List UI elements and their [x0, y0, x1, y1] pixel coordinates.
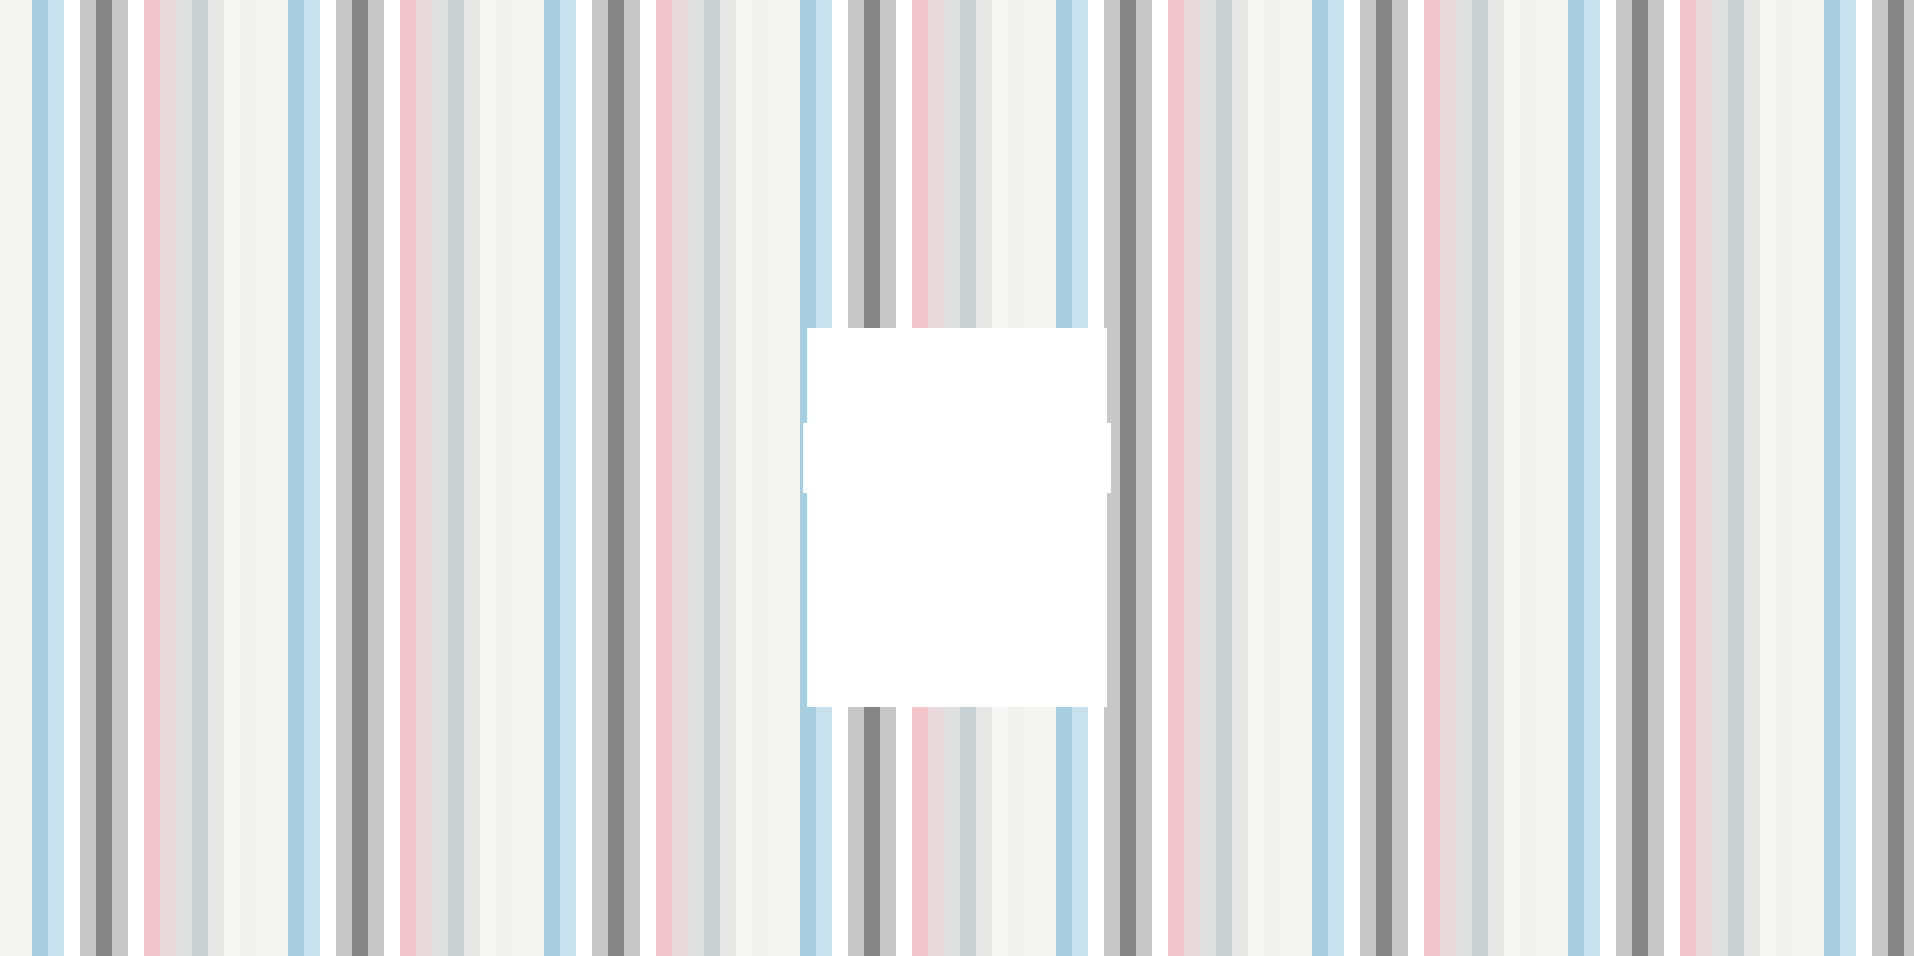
blank-center-panel — [803, 328, 1111, 707]
